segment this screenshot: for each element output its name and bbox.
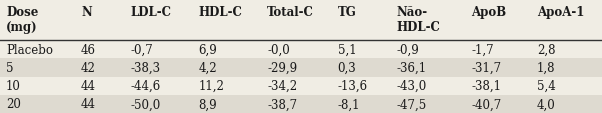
- Text: 46: 46: [81, 43, 96, 56]
- Text: -38,1: -38,1: [471, 79, 501, 92]
- Text: -8,1: -8,1: [338, 98, 360, 110]
- Text: N: N: [81, 6, 92, 19]
- Text: 0,3: 0,3: [338, 61, 356, 74]
- Text: -13,6: -13,6: [338, 79, 368, 92]
- Text: 44: 44: [81, 98, 96, 110]
- Bar: [0, 95, 602, 113]
- Text: -0,7: -0,7: [130, 43, 153, 56]
- Text: -47,5: -47,5: [396, 98, 427, 110]
- Bar: [0, 41, 602, 59]
- Text: 4,2: 4,2: [199, 61, 217, 74]
- Text: 4,0: 4,0: [537, 98, 556, 110]
- Text: 2,8: 2,8: [537, 43, 555, 56]
- Bar: [0, 59, 602, 77]
- Text: Total-C: Total-C: [267, 6, 314, 19]
- Text: 1,8: 1,8: [537, 61, 555, 74]
- Text: Dose
(mg): Dose (mg): [6, 6, 39, 33]
- Text: 5,1: 5,1: [338, 43, 356, 56]
- Text: ApoB: ApoB: [471, 6, 506, 19]
- Text: 11,2: 11,2: [199, 79, 225, 92]
- Text: LDL-C: LDL-C: [130, 6, 171, 19]
- Text: -29,9: -29,9: [267, 61, 297, 74]
- Text: 6,9: 6,9: [199, 43, 217, 56]
- Text: HDL-C: HDL-C: [199, 6, 243, 19]
- Text: -40,7: -40,7: [471, 98, 501, 110]
- Text: -38,3: -38,3: [130, 61, 160, 74]
- Text: -43,0: -43,0: [396, 79, 427, 92]
- Text: 8,9: 8,9: [199, 98, 217, 110]
- Text: -34,2: -34,2: [267, 79, 297, 92]
- Text: -50,0: -50,0: [130, 98, 160, 110]
- Text: -0,9: -0,9: [396, 43, 419, 56]
- Text: Placebo: Placebo: [6, 43, 53, 56]
- Text: 20: 20: [6, 98, 21, 110]
- Text: 5: 5: [6, 61, 13, 74]
- Text: -0,0: -0,0: [267, 43, 290, 56]
- Text: -1,7: -1,7: [471, 43, 494, 56]
- Text: TG: TG: [338, 6, 356, 19]
- Text: 42: 42: [81, 61, 96, 74]
- Text: -36,1: -36,1: [396, 61, 426, 74]
- Text: ApoA-1: ApoA-1: [537, 6, 584, 19]
- Text: 44: 44: [81, 79, 96, 92]
- Text: 10: 10: [6, 79, 21, 92]
- Bar: [0, 0, 602, 41]
- Text: Não-
HDL-C: Não- HDL-C: [396, 6, 440, 33]
- Text: 5,4: 5,4: [537, 79, 556, 92]
- Text: -31,7: -31,7: [471, 61, 501, 74]
- Bar: [0, 77, 602, 95]
- Text: -38,7: -38,7: [267, 98, 297, 110]
- Text: -44,6: -44,6: [130, 79, 160, 92]
